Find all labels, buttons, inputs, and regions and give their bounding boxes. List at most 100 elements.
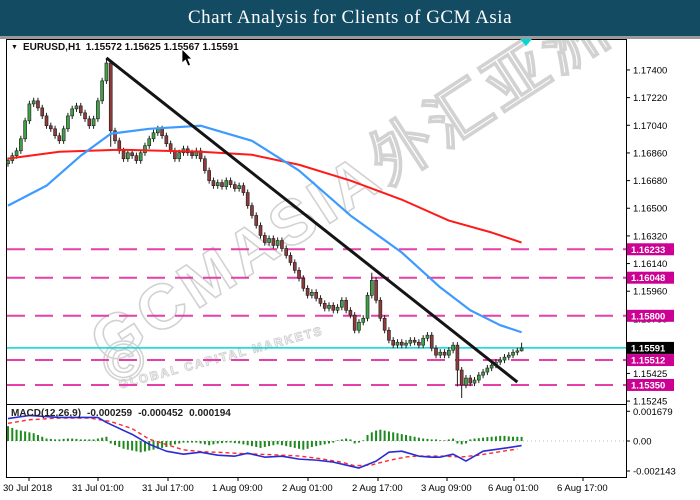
candle: [138, 152, 143, 161]
candle: [250, 205, 254, 216]
candle: [464, 377, 468, 386]
page-title: Chart Analysis for Clients of GCM Asia: [187, 7, 513, 28]
candle: [301, 278, 306, 289]
price-tick-label: 1.15245: [633, 397, 667, 408]
candle: [160, 128, 164, 137]
candle: [374, 280, 378, 301]
candle: [262, 235, 267, 243]
candle: [66, 115, 70, 130]
candle: [292, 262, 297, 271]
symbol-period-label: EURUSD,H1: [22, 42, 81, 53]
candle: [361, 317, 366, 323]
candle: [314, 291, 318, 299]
chevron-down-icon[interactable]: ▼: [11, 44, 18, 51]
candle: [297, 270, 301, 279]
candle: [113, 130, 117, 142]
price-tick-label: 1.16860: [633, 148, 667, 159]
price-badge-label: 1.15350: [631, 380, 665, 391]
macd-line: [7, 414, 522, 469]
price-tick-label: 1.15960: [633, 287, 667, 298]
time-tick-label: 2 Aug 17:00: [352, 483, 403, 494]
candle: [134, 155, 139, 161]
macd-main-value: -0.000259: [87, 408, 133, 419]
candle: [417, 341, 421, 346]
mouse-cursor: [181, 48, 193, 67]
price-badge: [627, 378, 674, 391]
candle: [310, 291, 314, 296]
price-badge-label: 1.15512: [631, 356, 665, 367]
candle: [468, 377, 473, 384]
candle: [121, 150, 126, 160]
candle: [365, 295, 370, 319]
candle: [485, 367, 490, 373]
candle: [228, 180, 233, 185]
candle: [104, 62, 109, 82]
candle: [258, 225, 263, 236]
time-tick-label: 2 Aug 01:00: [282, 483, 333, 494]
candle: [215, 182, 220, 186]
candle: [408, 339, 413, 344]
candle: [335, 306, 340, 311]
candle: [348, 309, 353, 316]
candle: [27, 103, 32, 122]
candle: [459, 369, 464, 386]
candle: [519, 347, 524, 352]
candle: [412, 339, 417, 343]
candles-layer: [6, 57, 524, 399]
time-tick-label: 6 Aug 01:00: [488, 483, 539, 494]
ma-fast-line: [7, 124, 522, 334]
candle: [515, 350, 520, 353]
candle: [404, 342, 408, 346]
price-badge-label: 1.15591: [631, 343, 666, 354]
macd-scale-label: 0.00: [633, 437, 652, 448]
candle: [143, 145, 147, 154]
symbol-ohlc-values: 1.15572 1.15625 1.15567 1.15591: [85, 42, 239, 53]
candle: [275, 240, 280, 246]
time-tick-label: 6 Aug 17:00: [557, 483, 608, 494]
candle: [284, 248, 289, 256]
macd-indicator-header: MACD(12,26,9) -0.000259 -0.000452 0.0001…: [11, 408, 231, 419]
candle: [506, 354, 511, 358]
candle: [31, 100, 36, 105]
candle: [61, 128, 66, 142]
candle: [203, 158, 207, 171]
candle: [438, 351, 443, 356]
price-tick-label: 1.17220: [633, 93, 667, 104]
candle: [23, 120, 27, 140]
candle: [511, 351, 515, 356]
trendline: [105, 56, 519, 384]
candle: [331, 305, 336, 311]
candle: [36, 100, 40, 109]
price-badge: [627, 271, 674, 284]
candle: [164, 135, 169, 145]
candle: [224, 180, 229, 187]
candle: [96, 100, 100, 120]
candle: [387, 329, 391, 341]
candle: [434, 347, 438, 356]
candle: [108, 62, 113, 132]
candle: [425, 334, 430, 339]
candle: [476, 374, 481, 381]
candle: [254, 215, 259, 226]
time-tick-label: 1 Aug 09:00: [212, 483, 263, 494]
symbol-header: ▼ EURUSD,H1 1.15572 1.15625 1.15567 1.15…: [11, 42, 239, 53]
candle: [87, 118, 92, 127]
candle: [83, 112, 87, 120]
candle: [19, 138, 23, 152]
price-tick-label: 1.16320: [633, 231, 667, 242]
candle: [455, 344, 460, 371]
candle: [442, 351, 447, 356]
time-tick-label: 30 Jul 2018: [3, 483, 52, 494]
candle: [91, 118, 96, 127]
price-chart-canvas[interactable]: 1.17400 1.17220 1.17040 1.16860 1.16680 1.165…: [0, 39, 700, 500]
candle: [233, 184, 237, 189]
price-tick-label: 1.17040: [633, 121, 667, 132]
candle: [451, 344, 455, 351]
ma-slow-line: [7, 148, 522, 244]
candle: [502, 356, 507, 361]
candle: [211, 180, 216, 186]
candle: [245, 192, 250, 206]
titlebar-separator: [0, 36, 700, 39]
candle: [481, 371, 485, 376]
macd-hist-value: 0.000194: [189, 408, 231, 419]
